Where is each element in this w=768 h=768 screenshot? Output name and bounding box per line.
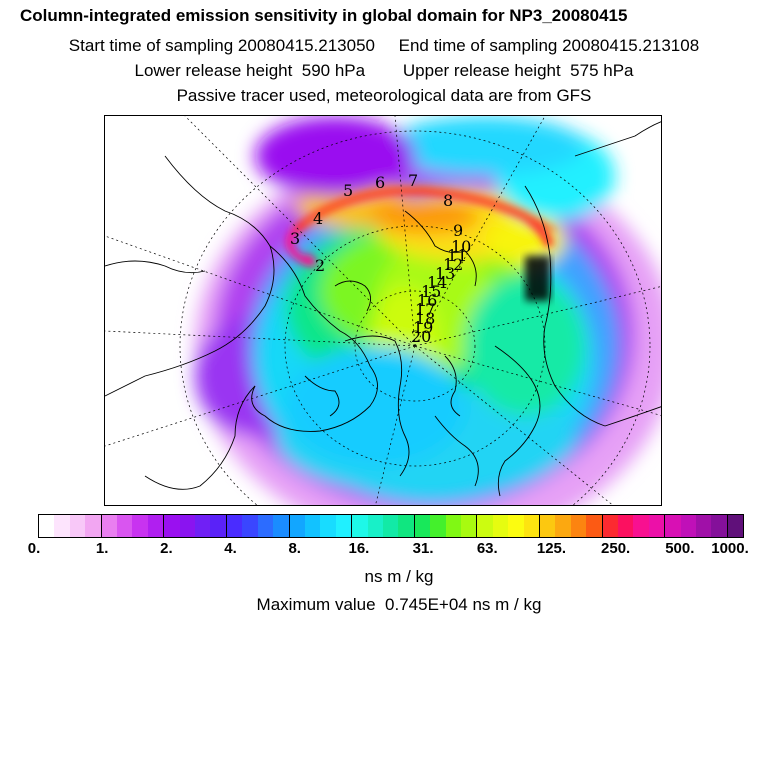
colorbar-segment (367, 515, 383, 537)
tracer-note-line: Passive tracer used, meteorological data… (176, 86, 592, 105)
colorbar-tick-label: 1. (95, 540, 109, 557)
sampling-time-line: Start time of sampling 20080415.213050 E… (68, 36, 700, 55)
track-label: 13 (435, 264, 455, 283)
track-label: 5 (343, 181, 353, 200)
colorbar-segment (352, 515, 368, 537)
colorbar-segment (273, 515, 290, 537)
flight-track-labels: 2 3 4 5 6 7 8 9 10 11 12 13 14 15 16 17 … (290, 171, 471, 346)
release-height-line: Lower release height 590 hPa Upper relea… (134, 61, 634, 80)
colorbar-segment (696, 515, 712, 537)
colorbar-tick-labels: 0. 1. 2. 4. 8. 16. 31. 63. 125. 250. 500. 1000. (0, 540, 768, 560)
colorbar-segment (460, 515, 478, 537)
colorbar-tick-label: 0. (27, 540, 41, 557)
track-label: 10 (451, 237, 471, 256)
colorbar-tick-label: 8. (288, 540, 301, 557)
colorbar-unit-label: ns m / kg (364, 567, 434, 586)
track-label: 2 (315, 256, 325, 275)
track-label: 18 (415, 309, 435, 328)
track-label: 9 (453, 221, 463, 240)
colorbar-segment (147, 515, 165, 537)
colorbar-tick-label: 1000. (711, 540, 749, 557)
colorbar-segment (586, 515, 603, 537)
colorbar-segment (54, 515, 70, 537)
colorbar-segment (226, 515, 243, 537)
track-label: 12 (443, 255, 463, 274)
colorbar-segment (304, 515, 321, 537)
colorbar-segment (289, 515, 305, 537)
colorbar-tick-label: 125. (536, 540, 567, 557)
colorbar-segment (335, 515, 353, 537)
track-label: 6 (375, 173, 385, 192)
track-label: 8 (443, 191, 453, 210)
colorbar-segment (320, 515, 336, 537)
track-label: 11 (447, 246, 467, 265)
colorbar-segment (257, 515, 274, 537)
colorbar-segment (555, 515, 571, 537)
maximum-value-label: Maximum value 0.745E+04 ns m / kg (256, 595, 542, 614)
colorbar-segment (398, 515, 415, 537)
graticule (105, 116, 661, 505)
plot-title: Column-integrated emission sensitivity i… (20, 6, 628, 25)
colorbar-segment (242, 515, 258, 537)
colorbar-tick-label: 31. (412, 540, 434, 557)
colorbar-tick-label: 250. (601, 540, 631, 557)
emission-sensitivity-map: 2 3 4 5 6 7 8 9 10 11 12 13 14 15 16 17 … (104, 115, 662, 506)
colorbar-segment (101, 515, 118, 537)
sensitivity-field (195, 116, 661, 505)
colorbar-tick-label: 500. (665, 540, 695, 557)
track-label: 17 (415, 300, 435, 319)
colorbar-segment (665, 515, 681, 537)
track-label: 7 (408, 171, 418, 190)
colorbar-segment (648, 515, 666, 537)
track-label: 15 (421, 282, 441, 301)
colorbar (38, 514, 744, 538)
track-label: 4 (313, 209, 323, 228)
colorbar-segment (540, 515, 556, 537)
colorbar-segment (117, 515, 133, 537)
colorbar-segment (492, 515, 509, 537)
colorbar-segment (39, 515, 55, 537)
colorbar-segment (430, 515, 446, 537)
colorbar-segment (523, 515, 540, 537)
colorbar-segment (414, 515, 431, 537)
colorbar-tick-label: 16. (348, 540, 370, 557)
colorbar-segment (618, 515, 634, 537)
colorbar-segment (179, 515, 196, 537)
colorbar-segment (508, 515, 524, 537)
track-label: 20 (411, 327, 431, 346)
colorbar-segment (445, 515, 461, 537)
colorbar-segment (210, 515, 227, 537)
colorbar-segment (477, 515, 493, 537)
colorbar-segment (164, 515, 180, 537)
colorbar-segment (633, 515, 649, 537)
track-label: 19 (413, 318, 433, 337)
colorbar-segment (85, 515, 102, 537)
colorbar-segment (382, 515, 399, 537)
colorbar-segment (195, 515, 211, 537)
colorbar-tick-label: 63. (476, 540, 498, 557)
coastlines (105, 121, 661, 497)
colorbar-segment (132, 515, 148, 537)
colorbar-tick-label: 2. (160, 540, 173, 557)
track-label: 3 (290, 229, 300, 248)
colorbar-tick-label: 4. (224, 540, 237, 557)
colorbar-segment (680, 515, 697, 537)
colorbar-segment (69, 515, 86, 537)
colorbar-segment (602, 515, 619, 537)
colorbar-segment (711, 515, 728, 537)
colorbar-segment (727, 515, 744, 537)
track-label: 16 (417, 291, 437, 310)
colorbar-segment (570, 515, 587, 537)
track-label: 14 (427, 273, 447, 292)
